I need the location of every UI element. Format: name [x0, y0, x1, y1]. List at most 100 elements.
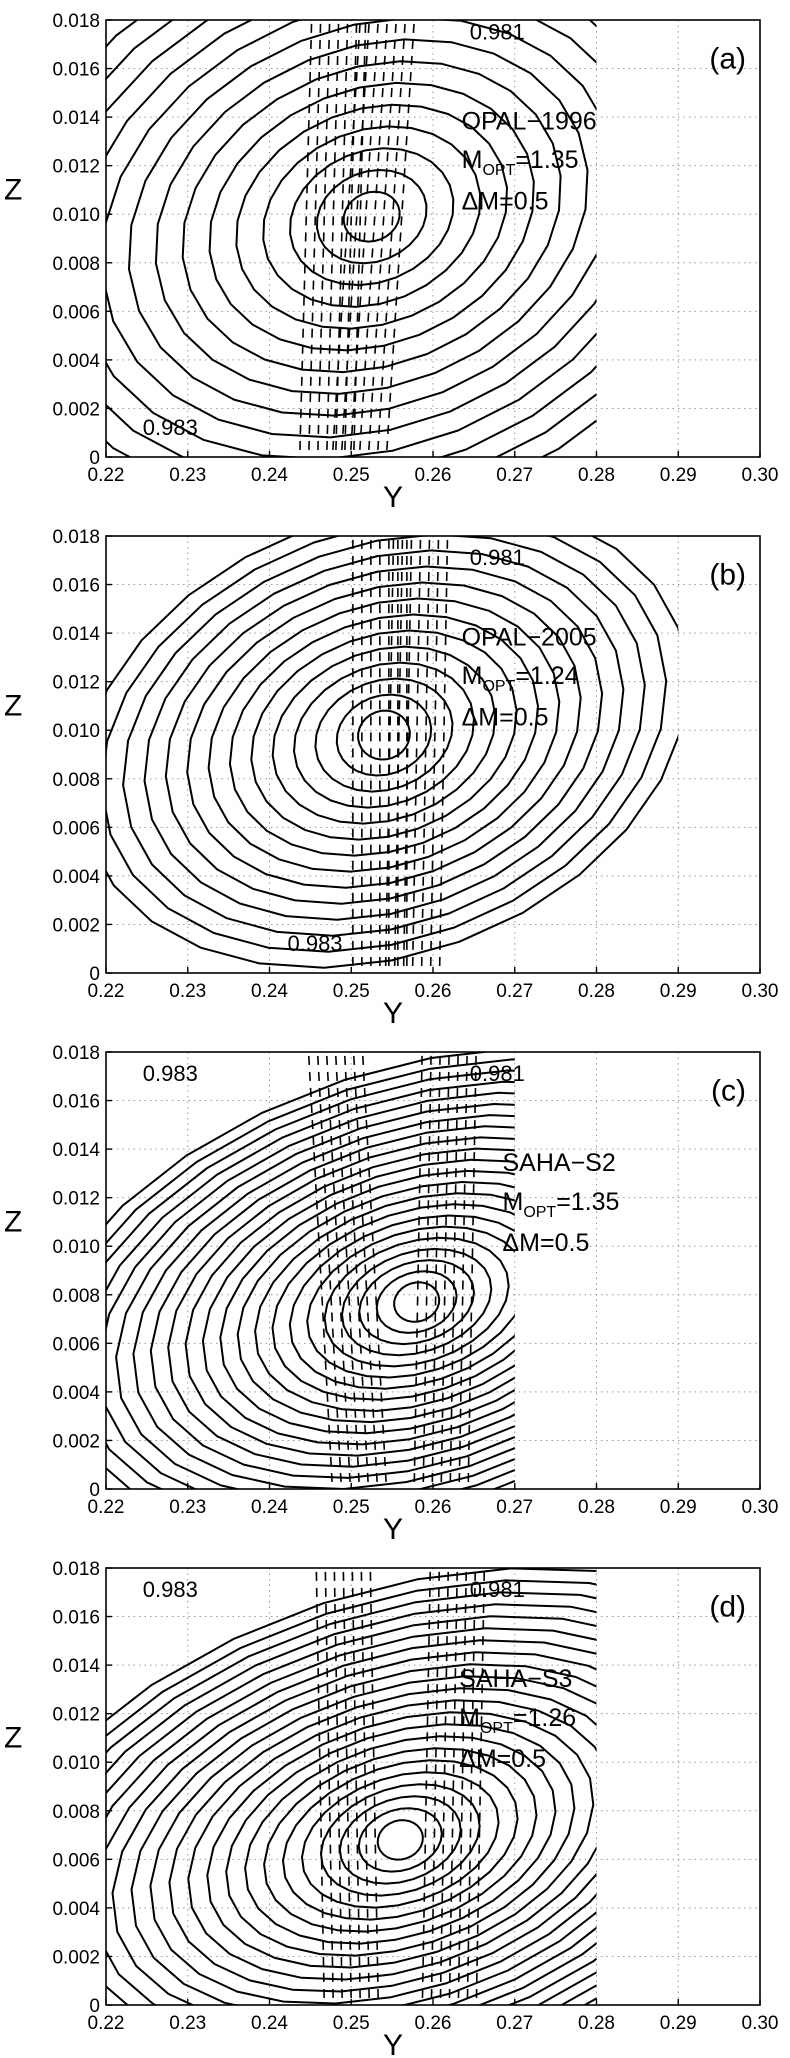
y-tick-label: 0.002 — [52, 399, 100, 420]
y-axis-label-d: Z — [4, 1722, 22, 1755]
isoline-dash — [364, 1424, 367, 1434]
y-tick-label: 0 — [89, 1996, 100, 2017]
panel-letter-d: (d) — [709, 1591, 746, 1624]
x-tick-label: 0.24 — [251, 465, 288, 486]
contour-level — [164, 565, 604, 905]
isoline-dash — [384, 328, 387, 338]
y-tick-label: 0.004 — [52, 867, 100, 888]
y-tick-label: 0.014 — [52, 1140, 100, 1161]
isoline-dash — [381, 88, 384, 98]
isoline-dash — [349, 312, 352, 322]
isoline-dash — [345, 1248, 348, 1258]
isoline-dash — [330, 1296, 333, 1306]
x-ticks-b: 0.22 0.23 0.24 0.25 0.26 0.27 0.28 0.29 0.30 — [88, 967, 778, 1002]
isoline-dash — [387, 136, 390, 146]
isoline-dash — [309, 1087, 312, 1098]
isoline-dash — [395, 152, 398, 162]
contour-level — [282, 1759, 519, 1921]
panel-letter-a: (a) — [709, 43, 746, 76]
isoline-dash — [350, 1168, 353, 1178]
isoline-dash — [394, 312, 397, 322]
isoline-dash — [369, 424, 372, 434]
isoline-dash — [346, 1103, 349, 1114]
y-tick-label: 0.008 — [52, 254, 100, 275]
isoline-dash — [367, 1152, 370, 1162]
isoline-dash — [325, 1216, 328, 1226]
isoline-dash — [332, 1344, 335, 1354]
x-tick-label: 0.26 — [415, 981, 452, 1002]
isoline-dash — [316, 1055, 320, 1065]
isoline-dash — [407, 104, 410, 114]
isoline-dash — [375, 184, 378, 194]
isoline-dash — [334, 1216, 337, 1226]
y-tick-label: 0.008 — [52, 770, 100, 791]
isoline-dash — [359, 296, 362, 306]
isoline-dash — [363, 1248, 366, 1258]
isoline-dash — [380, 1392, 383, 1402]
isoline-dash — [391, 216, 394, 226]
isoline-dash — [349, 1328, 352, 1338]
contours-d — [106, 1568, 597, 2005]
isoline-dash — [337, 1440, 341, 1450]
isoline-dash — [341, 1344, 344, 1354]
y-tick-label: 0.016 — [52, 1092, 100, 1113]
panel-b: 0.22 0.23 0.24 0.25 0.26 0.27 0.28 0.29 0.30 00.… — [4, 527, 778, 1030]
isoline-dash — [398, 104, 401, 114]
isoline-dash — [313, 1152, 316, 1162]
isoline-dash — [391, 360, 394, 370]
y-tick-label: 0.008 — [52, 1286, 100, 1307]
isoline-dash — [403, 23, 406, 33]
contour-level — [208, 81, 535, 352]
isoline-dash — [380, 248, 383, 258]
contour-level — [236, 1181, 515, 1424]
isoline-dash — [349, 1152, 352, 1162]
m-opt-value-a: =1.35 — [515, 146, 578, 174]
isoline-dash — [364, 360, 367, 370]
isoline-dash — [353, 1232, 356, 1242]
isoline-dash — [360, 1200, 363, 1210]
isoline-dash — [370, 1216, 373, 1226]
delta-m-b: ΔM=0.5 — [462, 703, 549, 731]
x-tick-label: 0.27 — [496, 981, 533, 1002]
isoline-dash — [346, 216, 349, 226]
isoline-dash — [359, 1344, 362, 1354]
isoline-dash — [374, 1456, 377, 1466]
m-opt-symbol-c: M — [502, 1188, 523, 1216]
isoline-dash — [342, 280, 345, 290]
isoline-dash — [362, 248, 365, 258]
isoline-dash — [327, 1087, 330, 1098]
isoline-dash — [364, 1264, 367, 1274]
contour-level — [184, 1147, 515, 1457]
contour-level — [244, 1735, 557, 1945]
y-tick-label: 0.018 — [52, 11, 100, 32]
isoline-dash — [402, 184, 405, 194]
isoline-dash — [378, 1360, 381, 1370]
contour-level — [316, 169, 428, 265]
isoline-dash — [385, 23, 388, 33]
isoline-dash — [410, 55, 413, 66]
isoline-dash — [393, 184, 396, 194]
isoline-dash — [368, 1184, 372, 1194]
isoline-dash — [383, 1456, 386, 1466]
isoline-dash — [388, 120, 391, 130]
m-opt-symbol-b: M — [462, 662, 483, 690]
isoline-dash — [338, 1120, 341, 1130]
x-tick-label: 0.26 — [415, 465, 452, 486]
isoline-dash — [369, 1200, 372, 1210]
isoline-dash — [337, 1264, 340, 1274]
isoline-dash — [365, 200, 368, 210]
delta-m-a: ΔM=0.5 — [462, 187, 549, 215]
contour-level — [288, 1214, 515, 1390]
isoline-dash — [344, 248, 347, 258]
isoline-dash — [356, 55, 359, 66]
contours-c — [106, 1052, 515, 1489]
x-tick-label: 0.22 — [88, 2013, 125, 2034]
isoline-dash — [360, 424, 363, 434]
isoline-dash — [353, 1071, 356, 1081]
x-tick-label: 0.27 — [496, 1497, 533, 1518]
isoline-dash — [312, 1136, 315, 1146]
isoline-dash — [366, 1136, 369, 1146]
isoline-dash — [342, 424, 345, 434]
contour-level — [206, 1711, 595, 1969]
